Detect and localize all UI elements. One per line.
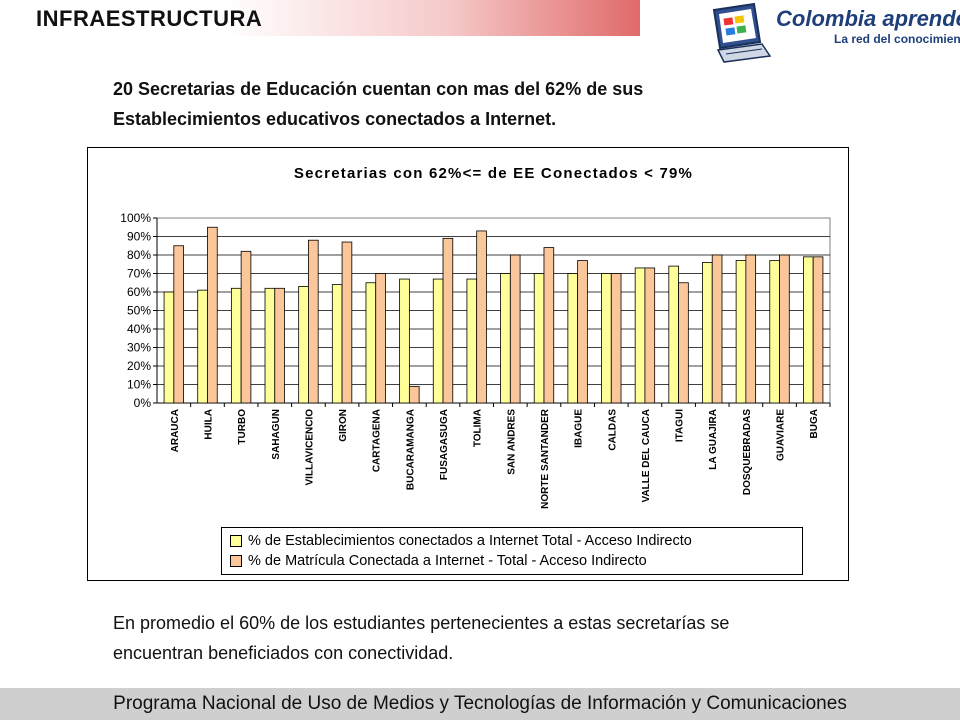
- bar-series-1: [601, 273, 612, 404]
- bar-series-1: [567, 273, 579, 404]
- x-tick-label: LA GUAJIRA: [708, 409, 719, 470]
- y-tick-label: 60%: [127, 285, 151, 299]
- x-tick-label: HUILA: [203, 409, 214, 440]
- chart-title: Secretarias con 62%<= de EE Conectados <…: [294, 165, 693, 182]
- legend-item-series-2: % de Matrícula Conectada a Internet - To…: [230, 552, 647, 570]
- bar-series-1: [264, 287, 276, 404]
- header-bar: [0, 0, 640, 36]
- bar-series-2: [812, 256, 824, 404]
- y-tick-label: 0%: [134, 396, 152, 410]
- bar-series-1: [735, 260, 747, 404]
- bar-series-1: [365, 282, 377, 404]
- x-tick-label: VALLE DEL CAUCA: [641, 409, 652, 503]
- bar-series-1: [668, 265, 679, 404]
- x-tick-label: CALDAS: [607, 409, 618, 451]
- chart-area: Secretarias con 62%<= de EE Conectados <…: [87, 147, 849, 581]
- x-tick-label: DOSQUEBRADAS: [742, 409, 753, 495]
- y-tick-label: 40%: [127, 322, 151, 336]
- bar-series-2: [408, 385, 420, 404]
- y-tick-label: 30%: [127, 341, 151, 355]
- x-tick-label: VILLAVICENCIO: [304, 409, 315, 486]
- bar-series-1: [634, 267, 646, 404]
- bar-series-2: [779, 254, 790, 404]
- x-tick-label: BUGA: [809, 409, 820, 438]
- bar-series-2: [240, 250, 252, 404]
- y-tick-label: 50%: [127, 304, 151, 318]
- bar-series-1: [533, 273, 545, 404]
- chart-legend: % de Establecimientos conectados a Inter…: [221, 527, 803, 575]
- footer-bar: Programa Nacional de Uso de Medios y Tec…: [0, 688, 960, 720]
- headline: 20 Secretarias de Educación cuentan con …: [113, 74, 833, 134]
- logo-name: Colombia aprende: [776, 6, 960, 31]
- x-tick-label: BUCARAMANGA: [405, 409, 416, 490]
- y-tick-label: 70%: [127, 267, 151, 281]
- bar-series-2: [509, 254, 521, 404]
- bar-series-1: [466, 278, 478, 404]
- bar-series-2: [308, 239, 319, 404]
- x-tick-label: CARTAGENA: [372, 409, 383, 472]
- bar-series-2: [375, 273, 386, 404]
- bar-series-2: [745, 254, 757, 404]
- x-tick-label: TURBO: [237, 409, 248, 445]
- bar-chart: Secretarias con 62%<= de EE Conectados <…: [120, 165, 831, 509]
- legend-label-series-2: % de Matrícula Conectada a Internet - To…: [248, 553, 647, 569]
- bar-series-2: [644, 267, 656, 404]
- page-title: INFRAESTRUCTURA: [36, 6, 263, 31]
- bar-series-2: [442, 237, 454, 404]
- bar-series-2: [274, 287, 285, 404]
- x-tick-label: GIRON: [338, 409, 349, 442]
- x-tick-label: IBAGUE: [574, 409, 585, 448]
- x-tick-label: TOLIMA: [473, 409, 484, 447]
- bar-series-2: [610, 273, 622, 404]
- bar-series-1: [197, 289, 208, 404]
- bar-series-2: [577, 260, 588, 404]
- bar-series-1: [163, 291, 175, 404]
- legend-swatch-series-1: [230, 535, 242, 547]
- bar-series-2: [476, 230, 487, 404]
- x-tick-label: ARAUCA: [170, 409, 181, 452]
- bar-series-2: [173, 245, 184, 404]
- summary-line-2: encuentran beneficiados con conectividad…: [113, 643, 454, 663]
- legend-swatch-series-2: [230, 555, 242, 567]
- bar-series-2: [207, 226, 218, 404]
- bar-series-2: [341, 241, 353, 404]
- y-tick-label: 100%: [120, 211, 151, 225]
- y-tick-label: 10%: [127, 378, 151, 392]
- x-tick-label: SAN ANDRES: [506, 409, 517, 475]
- bar-series-1: [432, 278, 444, 404]
- bar-series-1: [769, 260, 780, 404]
- bar-series-1: [298, 286, 309, 404]
- laptop-logo-icon: [712, 2, 772, 63]
- summary-line-1: En promedio el 60% de los estudiantes pe…: [113, 613, 730, 633]
- bar-series-2: [543, 247, 555, 404]
- x-tick-label: NORTE SANTANDER: [540, 408, 551, 509]
- x-tick-label: GUAVIARE: [776, 409, 787, 461]
- x-tick-label: ITAGUI: [675, 409, 686, 442]
- bar-series-1: [702, 262, 713, 404]
- bar-series-2: [711, 254, 723, 404]
- legend-label-series-1: % de Establecimientos conectados a Inter…: [248, 533, 692, 549]
- logo-tagline: La red del conocimiento: [834, 32, 960, 46]
- headline-line-1: 20 Secretarias de Educación cuentan con …: [113, 79, 644, 99]
- y-tick-label: 90%: [127, 230, 151, 244]
- bar-series-1: [500, 273, 511, 404]
- bar-series-1: [230, 287, 242, 404]
- bar-series-1: [331, 284, 343, 404]
- bar-series-2: [678, 282, 689, 404]
- footer-text: Programa Nacional de Uso de Medios y Tec…: [113, 693, 847, 714]
- summary-text: En promedio el 60% de los estudiantes pe…: [113, 608, 873, 668]
- bar-series-1: [803, 256, 814, 404]
- x-tick-label: SAHAGUN: [271, 409, 282, 460]
- bar-series-1: [399, 278, 410, 404]
- y-tick-label: 20%: [127, 359, 151, 373]
- headline-line-2: Establecimientos educativos conectados a…: [113, 109, 557, 129]
- colombia-aprende-logo: Colombia aprende La red del conocimiento: [708, 2, 960, 66]
- y-tick-label: 80%: [127, 248, 151, 262]
- x-tick-label: FUSAGASUGA: [439, 409, 450, 480]
- legend-item-series-1: % de Establecimientos conectados a Inter…: [230, 532, 692, 550]
